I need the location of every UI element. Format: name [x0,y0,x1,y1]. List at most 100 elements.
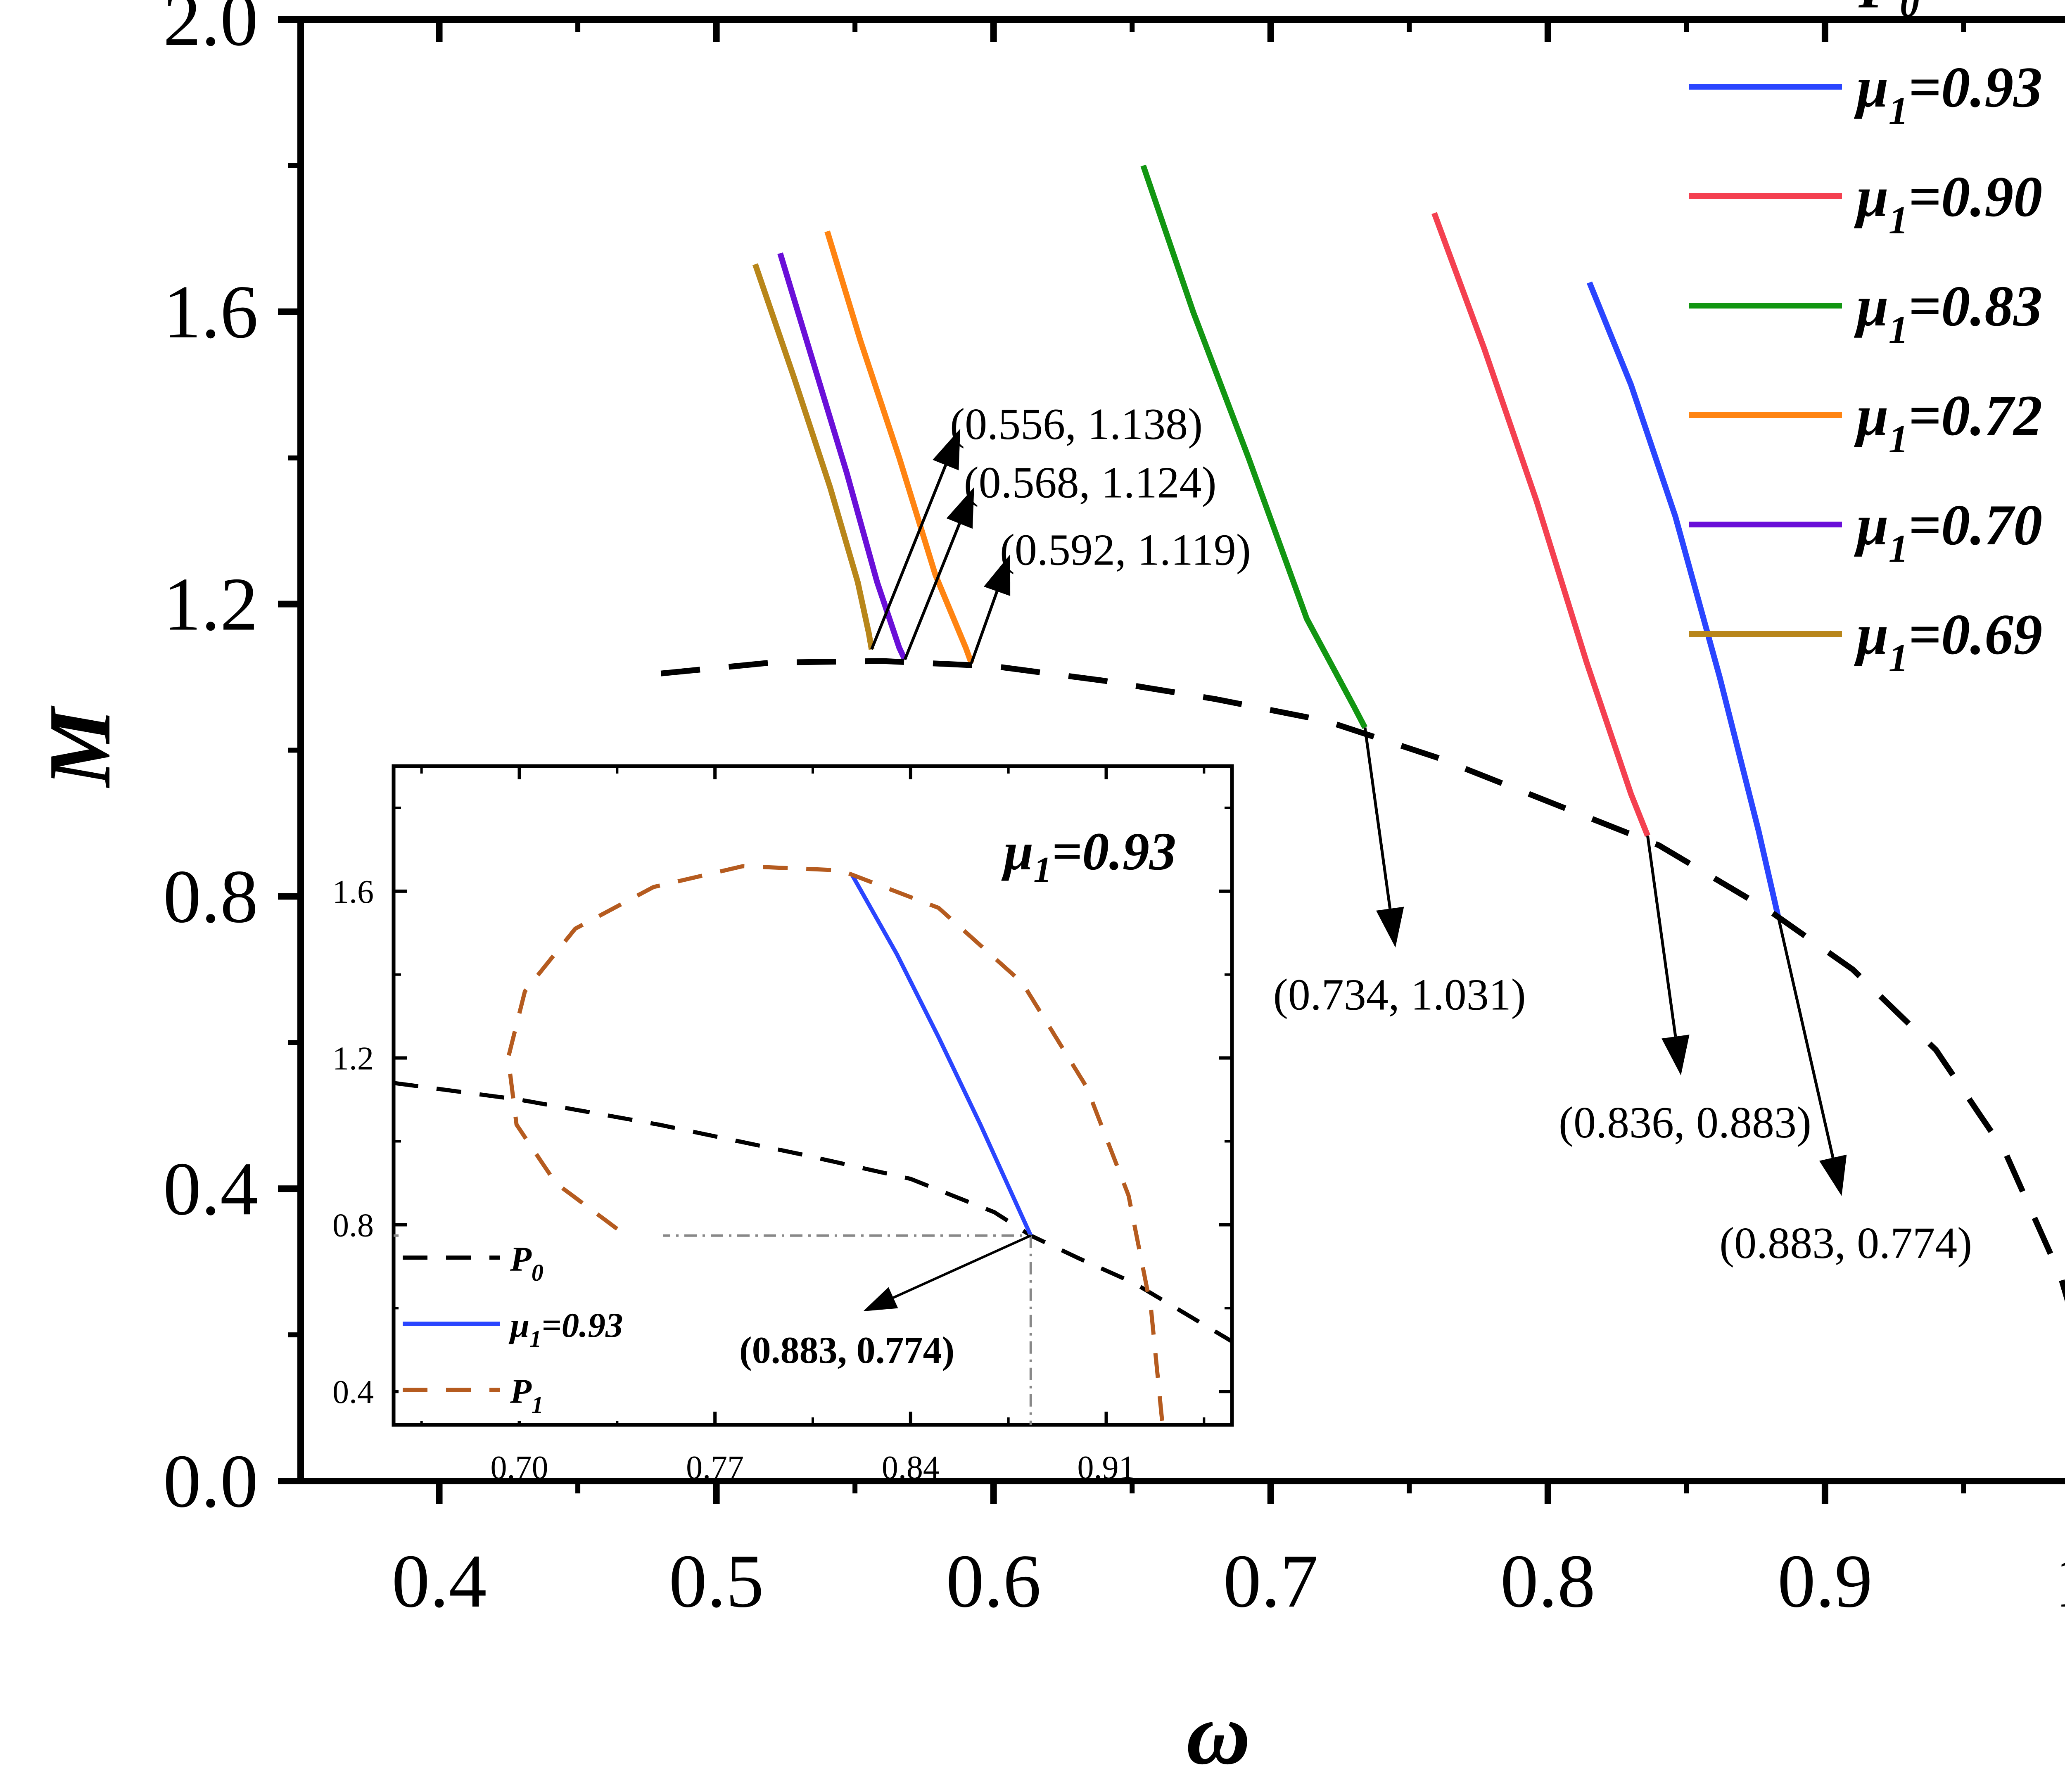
inset-y-tick-label: 1.2 [332,1041,374,1077]
main-plot: (0.556, 1.138) (0.568, 1.124) (0.592, 1.11… [30,0,2065,1783]
annotation-arrow-head [1661,1035,1690,1075]
annotation-arrow-line [1363,727,1392,909]
annotation-arrow-head [984,554,1011,596]
legend-sub: 1 [1889,89,1908,133]
legend-symbol: μ [1854,165,1889,229]
inset-series-line [506,864,1164,1421]
legend-label: μ1=0.70 [1854,493,2042,570]
x-tick-label: 0.5 [669,1539,764,1623]
inset-y-axis: 0.4 0.8 1.2 1.6 [332,806,1232,1410]
inset-legend-symbol: P [510,1372,532,1411]
series-line [752,263,875,650]
annotation-label: (0.592, 1.119) [1000,525,1251,574]
series-line [660,658,2065,1302]
series-line [1587,281,1781,916]
legend-symbol: μ [1854,603,1889,667]
annotation-arrow-head [1376,907,1404,948]
legend-value: =0.83 [1908,274,2042,338]
legend-value: =0.93 [1908,55,2042,119]
annotation-label: (0.734, 1.031) [1273,970,1526,1019]
series-line [1431,212,1650,837]
legend-label: μ1=0.72 [1854,384,2042,461]
inset-x-tick-label: 0.70 [491,1450,548,1486]
annotation-label: (0.883, 0.774) [1719,1219,1972,1268]
x-tick-label: 0.6 [946,1539,1041,1623]
series-line [824,230,974,665]
inset-legend-label: P1 [510,1372,544,1418]
legend-value: =0.70 [1908,493,2042,557]
legend-sub: 1 [1889,308,1908,351]
legend-sub: 1 [1889,527,1908,570]
annotation-arrow-line [1646,835,1677,1037]
annotation-arrow-line [903,523,961,660]
annotation-label: (0.836, 0.883) [1559,1098,1811,1147]
legend-value: =0.72 [1908,384,2042,448]
y-tick-label: 2.0 [163,0,258,62]
legend-label: μ1=0.93 [1854,55,2042,133]
annotation-arrow-head [946,487,974,529]
inset-y-tick-label: 0.8 [332,1207,374,1244]
legend-label: μ1=0.69 [1854,603,2042,680]
legend-symbol: μ [1854,55,1889,119]
legend-symbol: μ [1854,384,1889,448]
y-tick-label: 0.0 [163,1439,258,1523]
legend-label: μ1=0.90 [1854,165,2042,242]
legend-symbol: μ [1854,274,1889,338]
y-tick-label: 1.6 [163,270,258,354]
inset-legend-sub: 0 [532,1259,544,1286]
inset-arrow-head [863,1287,898,1311]
inset-legend-value: =0.93 [541,1306,623,1345]
inset-title-symbol: μ [1001,822,1033,881]
x-tick-label: 1.0 [2055,1539,2065,1623]
inset-series-line [394,1081,1232,1343]
inset-point-label: (0.883, 0.774) [739,1329,954,1371]
series-line [777,252,908,661]
y-axis-title: M [30,705,129,788]
inset-arrow-line [892,1234,1032,1299]
inset-title-value: =0.93 [1051,822,1176,881]
x-tick-label: 0.8 [1500,1539,1595,1623]
inset-legend-label: P0 [510,1240,544,1286]
legend-sub: 1 [1889,198,1908,242]
main-x-axis: 0.4 0.5 0.6 0.7 0.8 0.9 1.0 [392,19,2065,1623]
legend-value: =0.90 [1908,165,2042,229]
annotation-arrow-line [870,464,947,650]
inset-legend-sub: 1 [529,1325,541,1352]
inset-x-axis: 0.70 0.77 0.84 0.91 [420,766,1206,1486]
main-y-axis: 0.0 0.4 0.8 1.2 1.6 2.0 [163,0,301,1523]
legend-top-sub: 0 [1900,0,1920,25]
inset-y-tick-label: 1.6 [332,874,374,910]
x-tick-label: 0.4 [392,1539,487,1623]
inset-x-tick-label: 0.84 [882,1450,940,1486]
inset-legend-symbol: μ [508,1306,529,1345]
y-tick-label: 0.4 [163,1146,258,1231]
x-axis-title: ω [1186,1684,1250,1783]
x-tick-label: 0.7 [1223,1539,1318,1623]
legend-sub: 1 [1889,417,1908,461]
inset-legend-background [399,1233,663,1421]
x-tick-label: 0.9 [1778,1539,1873,1623]
annotation-arrow-head [1819,1154,1847,1196]
annotation-arrow-head [933,428,961,470]
inset-plot: 0.70 0.77 0.84 0.91 0.40.81.21.6 μ1=0.93 (0… [332,764,1234,1486]
annotation-label: (0.556, 1.138) [950,400,1203,449]
y-tick-label: 0.8 [163,854,258,938]
legend-sub: 1 [1889,636,1908,680]
inset-title-sub: 1 [1033,850,1051,890]
inset-series-line [850,873,1033,1237]
inset-x-tick-label: 0.77 [686,1450,744,1486]
series-line [1140,164,1368,729]
y-tick-label: 1.2 [163,562,258,646]
inset-legend-symbol: P [510,1240,532,1279]
legend-top-entry: P 0 [1858,0,1920,25]
inset-x-tick-label: 0.91 [1078,1450,1135,1486]
main-annotations: (0.556, 1.138) (0.568, 1.124) (0.592, 1.11… [870,400,1972,1268]
annotation-label: (0.568, 1.124) [964,458,1217,507]
main-series-group [660,164,2065,1302]
annotation-arrow-line [970,591,999,664]
inset-y-tick-label: 0.4 [332,1374,374,1410]
annotation-arrow-line [1776,915,1835,1158]
inset-legend-sub: 1 [532,1391,544,1418]
